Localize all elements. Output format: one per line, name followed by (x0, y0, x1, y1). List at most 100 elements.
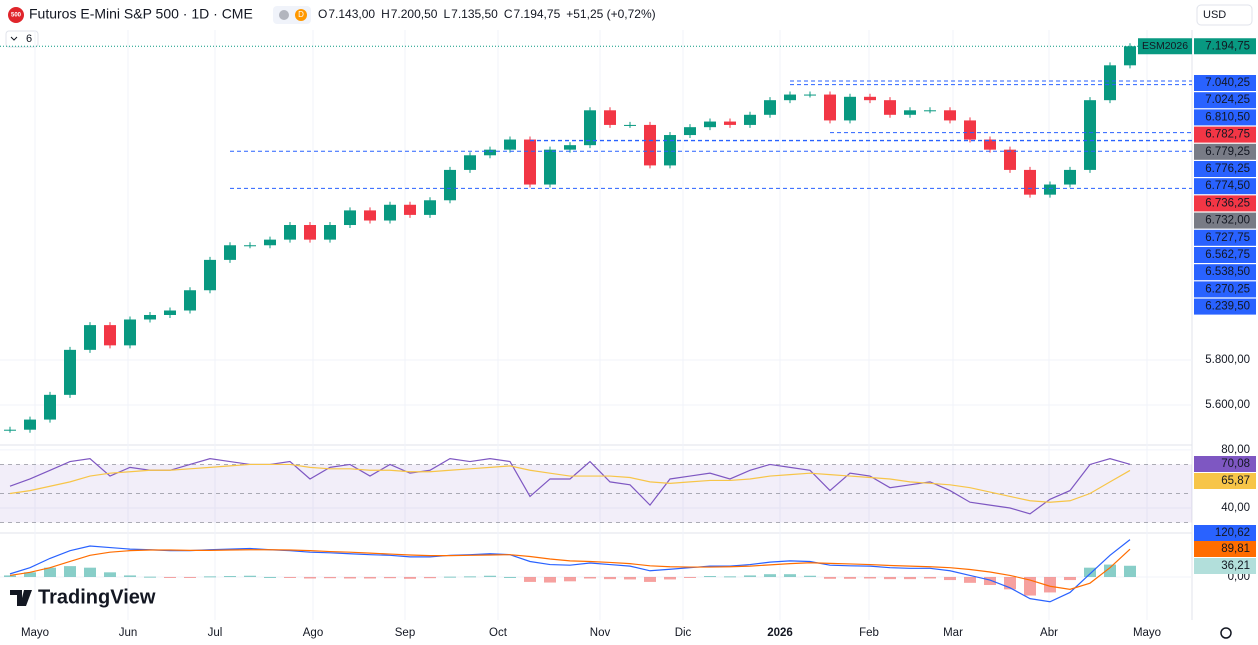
candle (524, 139, 536, 185)
histogram-bar (844, 576, 856, 579)
histogram-bar (584, 576, 596, 579)
histogram-bar (244, 575, 256, 577)
histogram-bar (64, 566, 76, 577)
price-label-box (1194, 229, 1256, 246)
candle (24, 419, 36, 430)
histogram-bar (1104, 564, 1116, 577)
price-label-box (1194, 178, 1256, 195)
ohlc-key: L (443, 7, 450, 21)
x-tick-label: 2026 (767, 627, 793, 639)
candle (64, 349, 76, 395)
ohlc-value: 7.194,75 (514, 7, 561, 21)
rsi-label: 70,08 (1221, 458, 1250, 470)
candle (184, 290, 196, 311)
candle (244, 245, 256, 247)
x-tick-label: Dic (675, 627, 692, 639)
x-tick-label: Jul (208, 627, 223, 639)
rsi-label-box (1194, 456, 1256, 472)
candle (724, 121, 736, 125)
price-label-box (1194, 195, 1256, 212)
candle (704, 121, 716, 128)
candle (904, 110, 916, 115)
candle (744, 114, 756, 125)
candle (824, 94, 836, 121)
price-label: 6.727,75 (1205, 232, 1250, 244)
candle (784, 94, 796, 101)
ohlc-key: H (381, 7, 390, 21)
indicator-count[interactable]: 6 (26, 33, 32, 45)
indicator-toggle[interactable] (5, 30, 39, 48)
histogram-bar (164, 576, 176, 578)
x-tick-label: Nov (590, 627, 611, 639)
candle (1004, 149, 1016, 170)
histogram-bar (384, 576, 396, 579)
candle (284, 225, 296, 240)
histogram-bar (704, 576, 716, 578)
symbol-title[interactable]: Futuros E-Mini S&P 500 · 1D · CME (29, 6, 253, 22)
histogram-bar (504, 576, 516, 578)
histogram-bar (144, 576, 156, 578)
currency-box[interactable] (1196, 4, 1253, 26)
rsi-label: 65,87 (1221, 475, 1250, 487)
candle (1044, 184, 1056, 195)
candle (424, 200, 436, 215)
symbol-logo (8, 7, 24, 23)
x-tick-label: Mayo (21, 627, 49, 639)
histogram-bar (424, 576, 436, 579)
axes: Mayo Jun Jul Ago Sep Oct Nov Dic 2026 Feb Mar Abr Ma… (21, 38, 1256, 639)
price-label: 6.732,00 (1205, 215, 1250, 227)
candle (484, 149, 496, 156)
settings-icon[interactable] (1220, 627, 1232, 639)
candle (164, 310, 176, 315)
histogram-bar (24, 572, 36, 577)
candle (104, 325, 116, 346)
candle (964, 120, 976, 140)
price-label: 6.782,75 (1205, 129, 1250, 141)
histogram-bar (444, 576, 456, 578)
histogram-bar (324, 576, 336, 579)
price-label-box (1194, 247, 1256, 263)
indicator-line (9, 458, 1131, 515)
candle (1024, 169, 1036, 195)
macd-label: 36,21 (1221, 560, 1250, 572)
y-tick-label: 80,00 (1221, 444, 1250, 456)
candle (224, 245, 236, 260)
price-label: 6.538,50 (1205, 266, 1250, 278)
histogram-bar (624, 576, 636, 580)
candle (864, 96, 876, 101)
price-label-box (1194, 281, 1256, 298)
chevron (10, 36, 18, 41)
y-tick-label: 5.800,00 (1205, 354, 1250, 366)
badge-circle (295, 9, 307, 21)
candle (764, 100, 776, 115)
x-tick-label: Sep (395, 627, 415, 639)
histogram-bar (224, 576, 236, 578)
histogram-bar (1044, 576, 1056, 593)
candle (84, 325, 96, 350)
price-label-box (1194, 212, 1256, 229)
candle (504, 139, 516, 150)
histogram-bar (944, 576, 956, 581)
price-label: 6.774,50 (1205, 180, 1250, 192)
price-label: 6.736,25 (1205, 197, 1250, 209)
candle (4, 429, 16, 431)
x-tick-label: Mar (943, 627, 963, 639)
rsi-label-box (1194, 473, 1256, 489)
ohlc-key: C (504, 7, 513, 21)
brand-logo (10, 590, 32, 606)
histogram-bar (604, 576, 616, 580)
currency[interactable]: USD (1203, 9, 1226, 21)
candle (404, 204, 416, 215)
candle (584, 110, 596, 146)
price-label-box (1194, 298, 1256, 315)
histogram-bar (964, 576, 976, 583)
histogram-bar (784, 574, 796, 577)
candle (324, 225, 336, 240)
candle (624, 124, 636, 126)
histogram-bar (484, 575, 496, 577)
histogram-bar (744, 575, 756, 577)
candle (564, 145, 576, 150)
candle (144, 314, 156, 320)
